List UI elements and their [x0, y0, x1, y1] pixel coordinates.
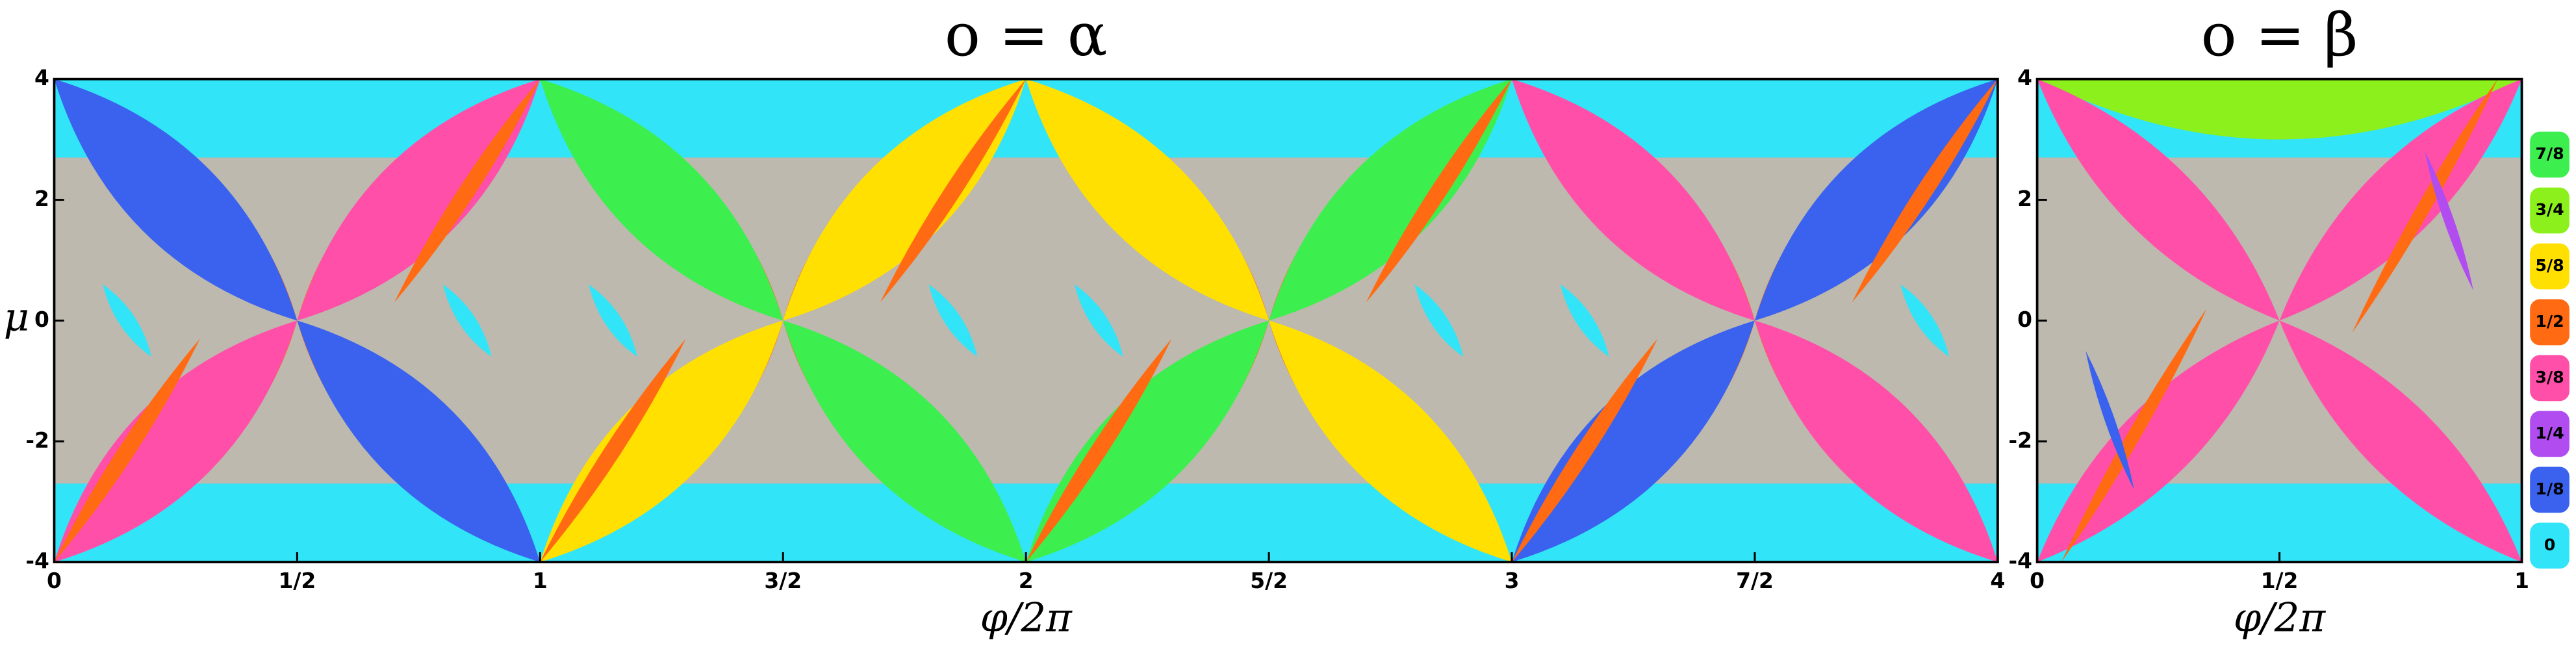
x-tick-label: 3/2	[764, 568, 802, 593]
region	[54, 338, 200, 563]
legend-label: 7/8	[2535, 144, 2564, 163]
region	[1269, 79, 1512, 321]
chart-title: o = α	[945, 1, 1107, 70]
region	[540, 320, 784, 563]
plot-area	[2035, 77, 2523, 564]
x-tick-label: 2	[1019, 568, 1034, 593]
region	[54, 79, 298, 321]
region	[1512, 338, 1658, 563]
region	[928, 284, 978, 357]
legend-label: 5/8	[2535, 256, 2564, 275]
noise-band	[54, 157, 1998, 484]
region	[540, 338, 686, 563]
region	[1754, 320, 1998, 563]
region	[1026, 320, 1269, 563]
plot-area	[53, 77, 1999, 564]
chart-title: o = β	[2201, 1, 2358, 70]
region	[1269, 320, 1512, 563]
x-tick-label: 4	[1990, 568, 2005, 593]
region	[1852, 79, 1998, 303]
x-axis-label: φ/2π	[980, 596, 1073, 641]
region	[540, 79, 784, 321]
region	[1414, 284, 1464, 357]
region	[880, 79, 1027, 303]
region	[1900, 284, 1950, 357]
x-tick-label: 0	[47, 568, 62, 593]
legend-swatch	[2530, 187, 2570, 234]
region	[1366, 79, 1512, 303]
y-tick-label: 0	[2017, 307, 2032, 332]
legend-swatch	[2530, 355, 2570, 402]
legend-swatch	[2530, 131, 2570, 178]
region	[1074, 284, 1123, 357]
region	[297, 79, 541, 321]
x-tick-label: 1	[533, 568, 548, 593]
region	[442, 284, 492, 357]
region	[2085, 350, 2134, 490]
legend-swatch	[2530, 411, 2570, 457]
region	[103, 284, 152, 357]
legend-swatch	[2530, 466, 2570, 513]
y-tick-label: -4	[2008, 548, 2032, 574]
region	[2061, 308, 2207, 563]
y-tick-label: 4	[2017, 65, 2032, 90]
region	[54, 320, 298, 563]
x-tick-label: 5/2	[1250, 568, 1288, 593]
x-tick-label: 0	[2030, 568, 2045, 593]
legend-swatch	[2530, 299, 2570, 346]
region	[1560, 284, 1609, 357]
x-tick-label: 1/2	[2261, 568, 2299, 593]
x-tick-label: 7/2	[1736, 568, 1774, 593]
region	[2037, 79, 2522, 140]
legend-label: 1/4	[2535, 424, 2564, 442]
y-tick-label: -2	[25, 428, 49, 453]
y-tick-label: -4	[25, 548, 49, 574]
region	[297, 320, 541, 563]
legend-swatch	[2530, 522, 2570, 569]
y-tick-label: 2	[2017, 186, 2032, 211]
region	[589, 284, 637, 357]
y-tick-label: 0	[34, 307, 49, 332]
x-axis-label: φ/2π	[2234, 596, 2327, 641]
region	[2425, 151, 2473, 290]
x-tick-label: 1	[2514, 568, 2529, 593]
region	[783, 320, 1027, 563]
legend-label: 3/8	[2535, 368, 2564, 387]
region	[1512, 320, 1755, 563]
y-tick-label: 2	[34, 186, 49, 211]
region	[1026, 79, 1269, 321]
region	[783, 79, 1027, 321]
legend-label: 0	[2544, 535, 2556, 554]
x-tick-label: 1/2	[279, 568, 316, 593]
legend-label: 1/2	[2535, 312, 2564, 331]
region	[2352, 79, 2498, 333]
region	[1512, 79, 1755, 321]
legend-label: 1/8	[2535, 479, 2564, 498]
region	[394, 79, 541, 303]
region	[1026, 338, 1172, 563]
y-tick-label: -2	[2008, 428, 2032, 453]
region	[2279, 320, 2522, 563]
legend-label: 3/4	[2535, 200, 2564, 219]
y-axis-label: μ	[4, 295, 29, 340]
legend-swatch	[2530, 243, 2570, 290]
region	[2037, 79, 2280, 321]
y-tick-label: 4	[34, 65, 49, 90]
region	[1754, 79, 1998, 321]
x-tick-label: 3	[1505, 568, 1520, 593]
